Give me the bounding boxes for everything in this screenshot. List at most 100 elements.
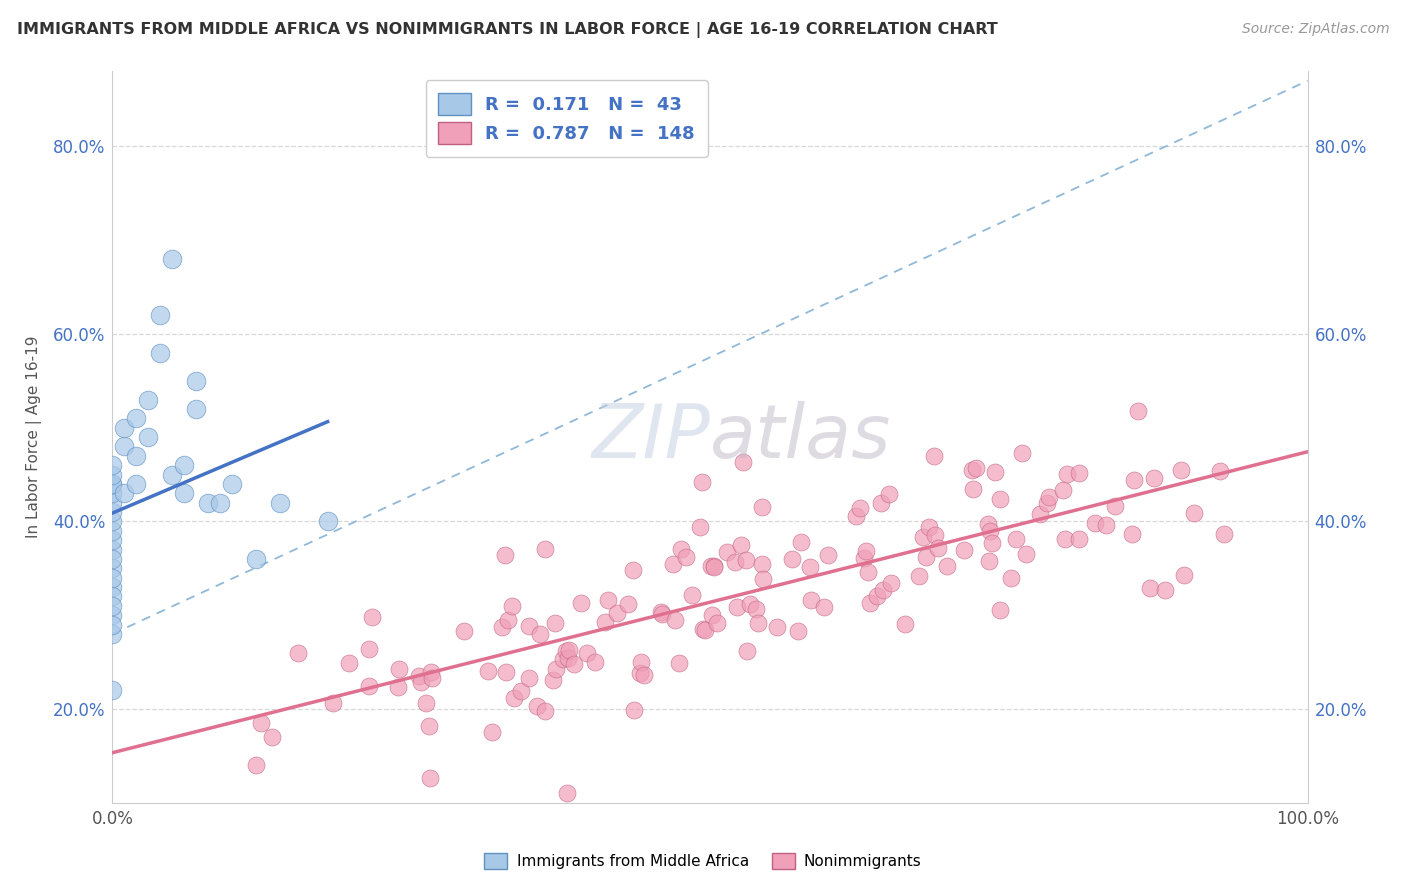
Point <box>101 458 124 473</box>
Point <box>1000 571 1022 585</box>
Point <box>125 449 148 463</box>
Point <box>101 515 124 529</box>
Point <box>1029 508 1052 522</box>
Point <box>101 486 124 500</box>
Point <box>1056 467 1078 481</box>
Point <box>706 615 728 630</box>
Y-axis label: In Labor Force | Age 16-19: In Labor Force | Age 16-19 <box>25 335 42 539</box>
Point <box>125 477 148 491</box>
Point <box>662 557 685 571</box>
Point <box>927 541 949 555</box>
Point <box>1121 526 1143 541</box>
Point <box>735 644 758 658</box>
Point <box>114 486 135 500</box>
Point <box>197 496 219 510</box>
Point <box>1182 506 1205 520</box>
Point <box>700 558 723 573</box>
Point <box>209 496 232 510</box>
Point <box>630 655 652 669</box>
Point <box>387 680 409 694</box>
Point <box>359 641 381 656</box>
Point <box>703 558 725 573</box>
Point <box>628 666 651 681</box>
Point <box>962 483 984 497</box>
Point <box>1170 462 1192 476</box>
Point <box>101 533 124 548</box>
Point <box>735 553 758 567</box>
Point <box>623 702 645 716</box>
Point <box>101 496 124 510</box>
Point <box>101 477 124 491</box>
Point <box>408 669 430 683</box>
Point <box>731 455 754 469</box>
Point <box>598 592 620 607</box>
Point <box>101 477 124 491</box>
Point <box>786 624 808 638</box>
Point <box>529 626 551 640</box>
Point <box>262 731 284 745</box>
Point <box>101 467 124 482</box>
Point <box>1208 463 1230 477</box>
Point <box>621 563 644 577</box>
Point <box>1104 499 1126 513</box>
Point <box>495 665 517 679</box>
Point <box>936 558 959 573</box>
Point <box>817 548 839 562</box>
Point <box>491 619 513 633</box>
Point <box>517 671 540 685</box>
Point <box>633 667 655 681</box>
Point <box>922 449 945 463</box>
Point <box>453 624 475 638</box>
Point <box>101 571 124 585</box>
Point <box>564 657 586 671</box>
Point <box>1011 446 1033 460</box>
Point <box>1069 466 1091 480</box>
Point <box>669 541 692 556</box>
Point <box>894 617 917 632</box>
Point <box>751 557 773 571</box>
Point <box>149 345 172 359</box>
Text: ZIP: ZIP <box>592 401 710 473</box>
Point <box>409 674 432 689</box>
Point <box>316 515 339 529</box>
Point <box>533 541 555 556</box>
Point <box>855 544 877 558</box>
Point <box>965 461 987 475</box>
Point <box>668 656 690 670</box>
Point <box>534 704 557 718</box>
Point <box>1005 532 1028 546</box>
Point <box>845 509 868 524</box>
Point <box>361 609 384 624</box>
Point <box>593 615 616 629</box>
Point <box>101 608 124 623</box>
Point <box>915 550 938 565</box>
Point <box>606 606 628 620</box>
Point <box>496 613 519 627</box>
Point <box>747 615 769 630</box>
Point <box>418 718 440 732</box>
Point <box>752 572 775 586</box>
Point <box>1123 474 1146 488</box>
Point <box>765 620 787 634</box>
Point <box>800 593 823 607</box>
Point <box>1035 496 1057 510</box>
Point <box>557 650 579 665</box>
Point <box>782 552 804 566</box>
Point <box>1015 547 1038 561</box>
Point <box>173 458 195 473</box>
Point <box>138 392 160 407</box>
Text: atlas: atlas <box>710 401 891 473</box>
Point <box>852 550 875 565</box>
Point <box>872 583 894 598</box>
Point <box>503 690 526 705</box>
Point <box>870 496 893 510</box>
Point <box>693 623 716 637</box>
Point <box>544 615 567 630</box>
Point <box>138 430 160 444</box>
Point <box>101 524 124 538</box>
Point <box>849 500 872 515</box>
Point <box>952 543 974 558</box>
Point <box>186 401 208 416</box>
Point <box>1153 583 1175 598</box>
Point <box>790 534 813 549</box>
